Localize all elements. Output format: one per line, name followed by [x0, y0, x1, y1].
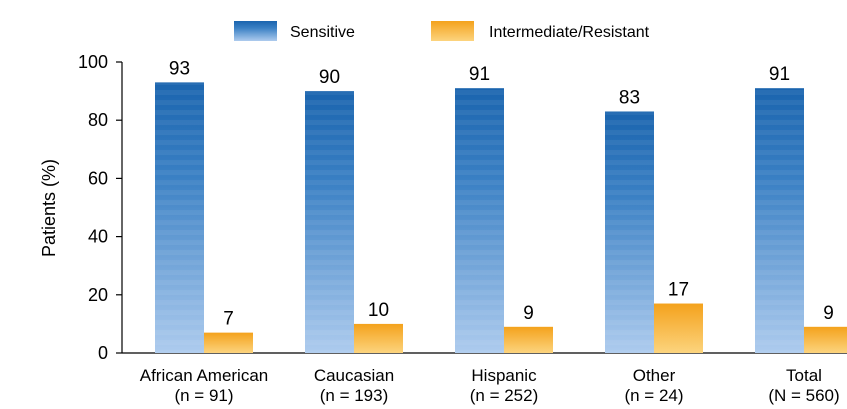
category-label: Other: [633, 366, 676, 385]
legend-label: Sensitive: [290, 24, 355, 41]
data-label-resistant: 7: [223, 309, 234, 330]
bar-resistant: [504, 326, 553, 353]
y-tick-label: 40: [88, 227, 108, 247]
data-label-resistant: 10: [368, 300, 389, 321]
category-n-label: (n = 193): [320, 386, 389, 405]
bar-resistant: [654, 303, 703, 353]
category-label: Caucasian: [314, 366, 394, 385]
category-n-label: (n = 91): [174, 386, 233, 405]
data-label-resistant: 9: [823, 303, 834, 324]
data-label-sensitive: 91: [469, 64, 490, 85]
legend-swatch: [234, 21, 277, 41]
data-label-sensitive: 83: [619, 87, 640, 108]
y-tick-label: 100: [78, 52, 108, 72]
y-tick-label: 80: [88, 110, 108, 130]
category-label: African American: [140, 366, 269, 385]
bar-resistant: [204, 332, 253, 353]
category-n-label: (N = 560): [768, 386, 839, 405]
legend-label: Intermediate/Resistant: [489, 24, 650, 41]
bar-resistant: [804, 326, 847, 353]
data-label-sensitive: 91: [769, 64, 790, 85]
bars: [155, 82, 847, 354]
category-label: Total: [786, 366, 822, 385]
legend-swatch: [431, 21, 474, 41]
data-label-resistant: 9: [523, 303, 534, 324]
category-label: Hispanic: [471, 366, 537, 385]
y-tick-label: 60: [88, 168, 108, 188]
bar-sensitive-banding: [455, 88, 504, 353]
bar-sensitive-banding: [755, 88, 804, 353]
y-tick-label: 0: [98, 343, 108, 363]
bar-sensitive-banding: [305, 91, 354, 353]
bar-resistant: [354, 323, 403, 353]
category-n-label: (n = 252): [470, 386, 539, 405]
data-label-sensitive: 93: [169, 58, 190, 79]
data-labels: 93 7 90 10 91 9 83 17 91 9: [169, 58, 834, 329]
data-label-resistant: 17: [668, 280, 689, 301]
category-n-label: (n = 24): [624, 386, 683, 405]
legend: Sensitive Intermediate/Resistant: [234, 21, 650, 41]
bar-sensitive-banding: [605, 111, 654, 353]
y-tick-label: 20: [88, 285, 108, 305]
category-labels: African American(n = 91) Caucasian(n = 19…: [140, 366, 840, 405]
bar-sensitive-banding: [155, 82, 204, 354]
y-axis-title: Patients (%): [39, 159, 59, 257]
data-label-sensitive: 90: [319, 67, 340, 88]
